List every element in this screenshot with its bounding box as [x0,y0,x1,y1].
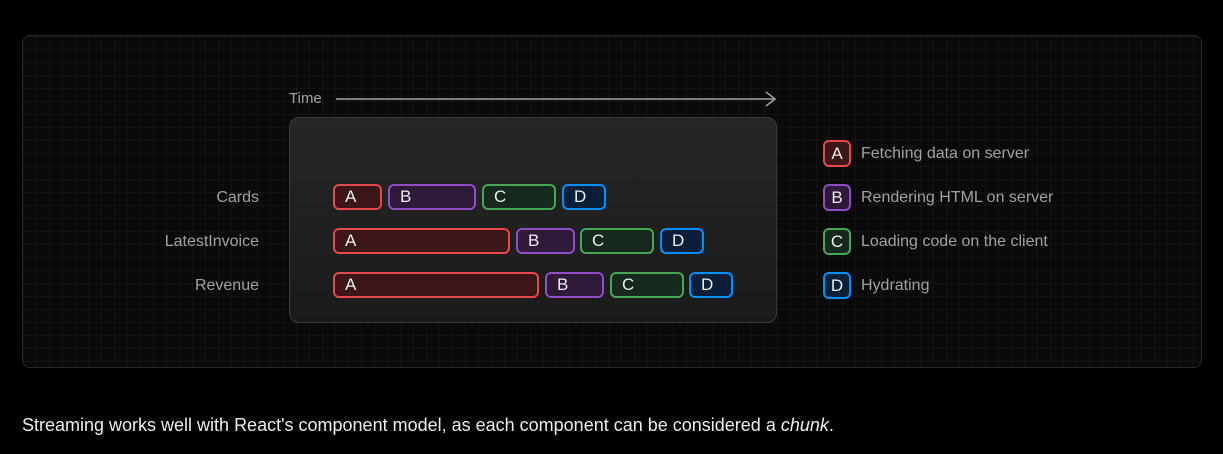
chunk-cards-c: C [482,184,556,210]
chunk-latest-invoice-b: B [516,228,575,254]
chunk-latest-invoice-d: D [660,228,704,254]
chunk-cards-a: A [333,184,382,210]
figure-caption: Streaming works well with React's compon… [22,414,834,436]
chunk-cards-d: D [562,184,606,210]
chunk-revenue-b: B [545,272,604,298]
chunk-revenue-d: D [689,272,733,298]
legend-swatch-c: C [823,228,851,255]
caption-period: . [828,415,834,435]
chunk-cards-b: B [388,184,476,210]
time-arrow-icon [336,91,777,107]
caption-emphasis: chunk [780,415,829,435]
legend-label-a: Fetching data on server [861,145,1030,162]
legend-swatch-d: D [823,272,851,299]
legend-label-d: Hydrating [861,277,930,294]
chunk-latest-invoice-c: C [580,228,654,254]
row-label-revenue: Revenue [194,277,259,294]
chunk-latest-invoice-a: A [333,228,510,254]
caption-text: Streaming works well with React's compon… [22,415,781,435]
legend-swatch-a: A [823,140,851,167]
legend-label-c: Loading code on the client [861,233,1048,250]
legend-label-b: Rendering HTML on server [861,189,1054,206]
row-label-cards: Cards [216,189,259,206]
chunk-revenue-c: C [610,272,684,298]
chunk-revenue-a: A [333,272,539,298]
row-label-latest-invoice: LatestInvoice [164,233,259,250]
time-axis-label: Time [289,90,322,107]
legend-swatch-b: B [823,184,851,211]
